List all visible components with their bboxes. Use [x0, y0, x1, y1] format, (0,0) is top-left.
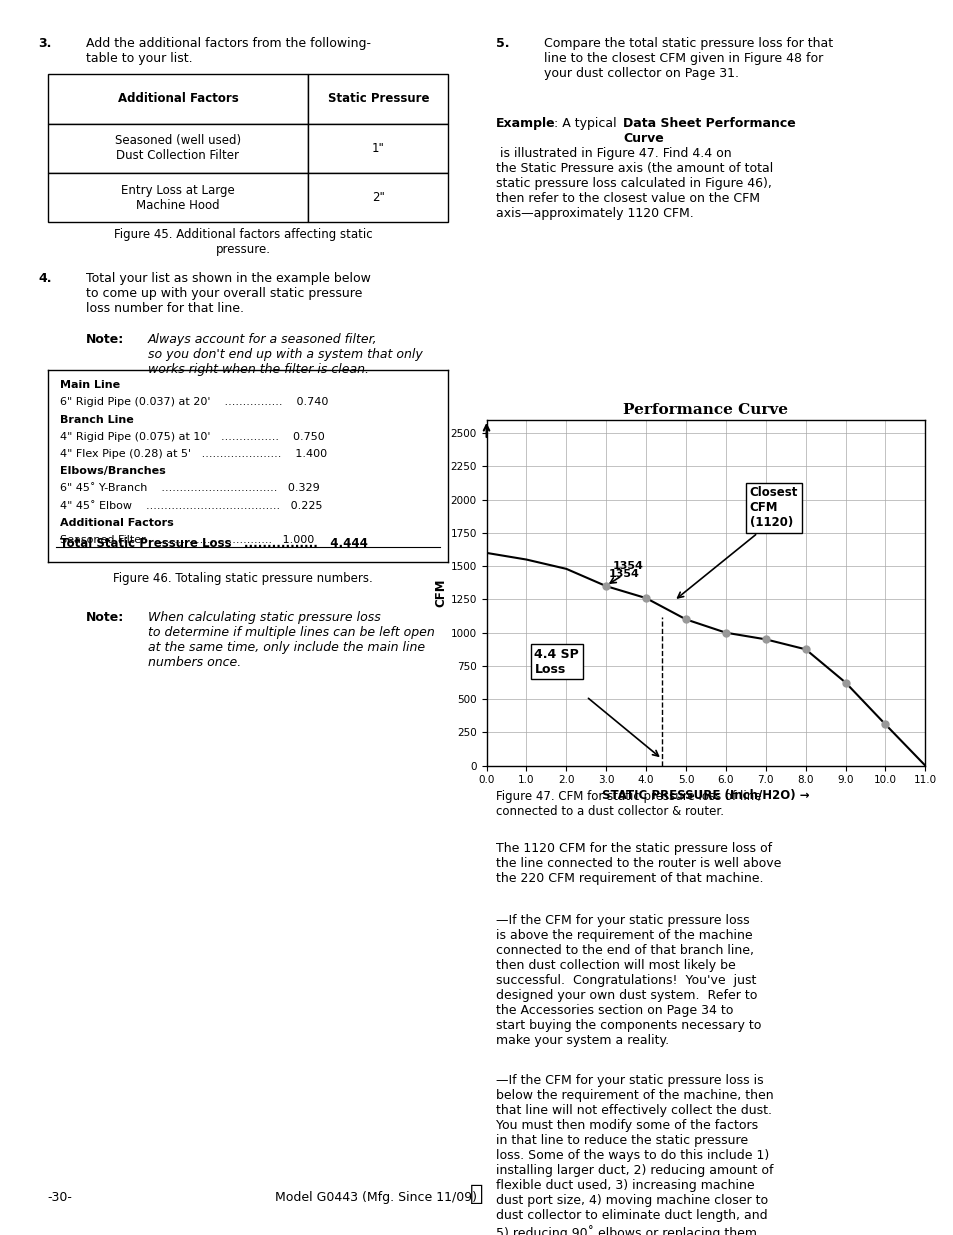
Text: Additional Factors: Additional Factors — [117, 93, 238, 105]
Text: —If the CFM for your static pressure loss is
below the requirement of the machin: —If the CFM for your static pressure los… — [496, 1074, 773, 1235]
Text: Figure 46. Totaling static pressure numbers.: Figure 46. Totaling static pressure numb… — [113, 572, 373, 585]
Text: 1354: 1354 — [608, 569, 639, 579]
Text: Always account for a seasoned filter,
so you don't end up with a system that onl: Always account for a seasoned filter, so… — [148, 333, 422, 377]
X-axis label: STATIC PRESSURE (Inch/H2O) →: STATIC PRESSURE (Inch/H2O) → — [601, 788, 809, 802]
FancyBboxPatch shape — [48, 74, 308, 124]
Text: 6" Rigid Pipe (0.037) at 20'    ................    0.740: 6" Rigid Pipe (0.037) at 20' ...........… — [60, 398, 328, 408]
Text: 2": 2" — [372, 191, 384, 204]
Title: Performance Curve: Performance Curve — [623, 404, 787, 417]
Text: Elbows/Branches: Elbows/Branches — [60, 466, 165, 477]
Text: Main Line: Main Line — [60, 380, 120, 390]
Text: Entry Loss at Large
Machine Hood: Entry Loss at Large Machine Hood — [121, 184, 234, 211]
FancyBboxPatch shape — [48, 173, 308, 222]
FancyBboxPatch shape — [308, 74, 448, 124]
Text: 4.4 SP
Loss: 4.4 SP Loss — [534, 647, 578, 676]
FancyBboxPatch shape — [308, 124, 448, 173]
Text: 4" Rigid Pipe (0.075) at 10'   ................    0.750: 4" Rigid Pipe (0.075) at 10' ...........… — [60, 432, 324, 442]
Text: —If the CFM for your static pressure loss
is above the requirement of the machin: —If the CFM for your static pressure los… — [496, 914, 760, 1047]
Text: -30-: -30- — [48, 1191, 72, 1204]
Text: 1": 1" — [372, 142, 384, 154]
Text: Figure 45. Additional factors affecting static
pressure.: Figure 45. Additional factors affecting … — [113, 228, 373, 257]
FancyBboxPatch shape — [308, 173, 448, 222]
Text: Total your list as shown in the example below
to come up with your overall stati: Total your list as shown in the example … — [86, 272, 371, 315]
Text: The 1120 CFM for the static pressure loss of
the line connected to the router is: The 1120 CFM for the static pressure los… — [496, 842, 781, 885]
Text: Branch Line: Branch Line — [60, 415, 133, 425]
Text: Note:: Note: — [86, 611, 124, 625]
FancyBboxPatch shape — [48, 124, 308, 173]
Text: Total Static Pressure Loss   ................   4.444: Total Static Pressure Loss .............… — [60, 537, 367, 551]
Text: 1354: 1354 — [612, 561, 642, 571]
Text: Example: Example — [496, 117, 555, 131]
Text: 5.: 5. — [496, 37, 509, 51]
Text: 🐻: 🐻 — [470, 1184, 483, 1204]
Y-axis label: CFM: CFM — [435, 578, 447, 608]
Text: Note:: Note: — [86, 333, 124, 347]
Text: Additional Factors: Additional Factors — [60, 517, 173, 527]
Text: 4" 45˚ Elbow    .....................................   0.225: 4" 45˚ Elbow ...........................… — [60, 500, 322, 510]
Text: Closest
CFM
(1120): Closest CFM (1120) — [749, 487, 798, 530]
Text: Data Sheet Performance
Curve: Data Sheet Performance Curve — [622, 117, 795, 146]
Text: Seasoned (well used)
Dust Collection Filter: Seasoned (well used) Dust Collection Fil… — [114, 135, 241, 162]
Text: 6" 45˚ Y-Branch    ................................   0.329: 6" 45˚ Y-Branch ........................… — [60, 483, 319, 494]
Text: 3.: 3. — [38, 37, 51, 51]
Text: 4.: 4. — [38, 272, 51, 285]
Text: Figure 47. CFM for static pressure loss of line
connected to a dust collector & : Figure 47. CFM for static pressure loss … — [496, 790, 760, 819]
Text: When calculating static pressure loss
to determine if multiple lines can be left: When calculating static pressure loss to… — [148, 611, 435, 669]
Text: 4" Flex Pipe (0.28) at 5'   ......................    1.400: 4" Flex Pipe (0.28) at 5' ..............… — [60, 450, 327, 459]
Text: Static Pressure: Static Pressure — [327, 93, 429, 105]
Text: Seasoned Filter    ...............................   1.000: Seasoned Filter ........................… — [60, 535, 314, 545]
Text: Add the additional factors from the following-
table to your list.: Add the additional factors from the foll… — [86, 37, 371, 65]
Text: : A typical: : A typical — [554, 117, 620, 131]
Text: is illustrated in Figure 47. Find 4.4 on
the Static Pressure axis (the amount of: is illustrated in Figure 47. Find 4.4 on… — [496, 147, 773, 220]
Text: Model G0443 (Mfg. Since 11/09): Model G0443 (Mfg. Since 11/09) — [274, 1191, 476, 1204]
Text: Compare the total static pressure loss for that
line to the closest CFM given in: Compare the total static pressure loss f… — [543, 37, 832, 80]
